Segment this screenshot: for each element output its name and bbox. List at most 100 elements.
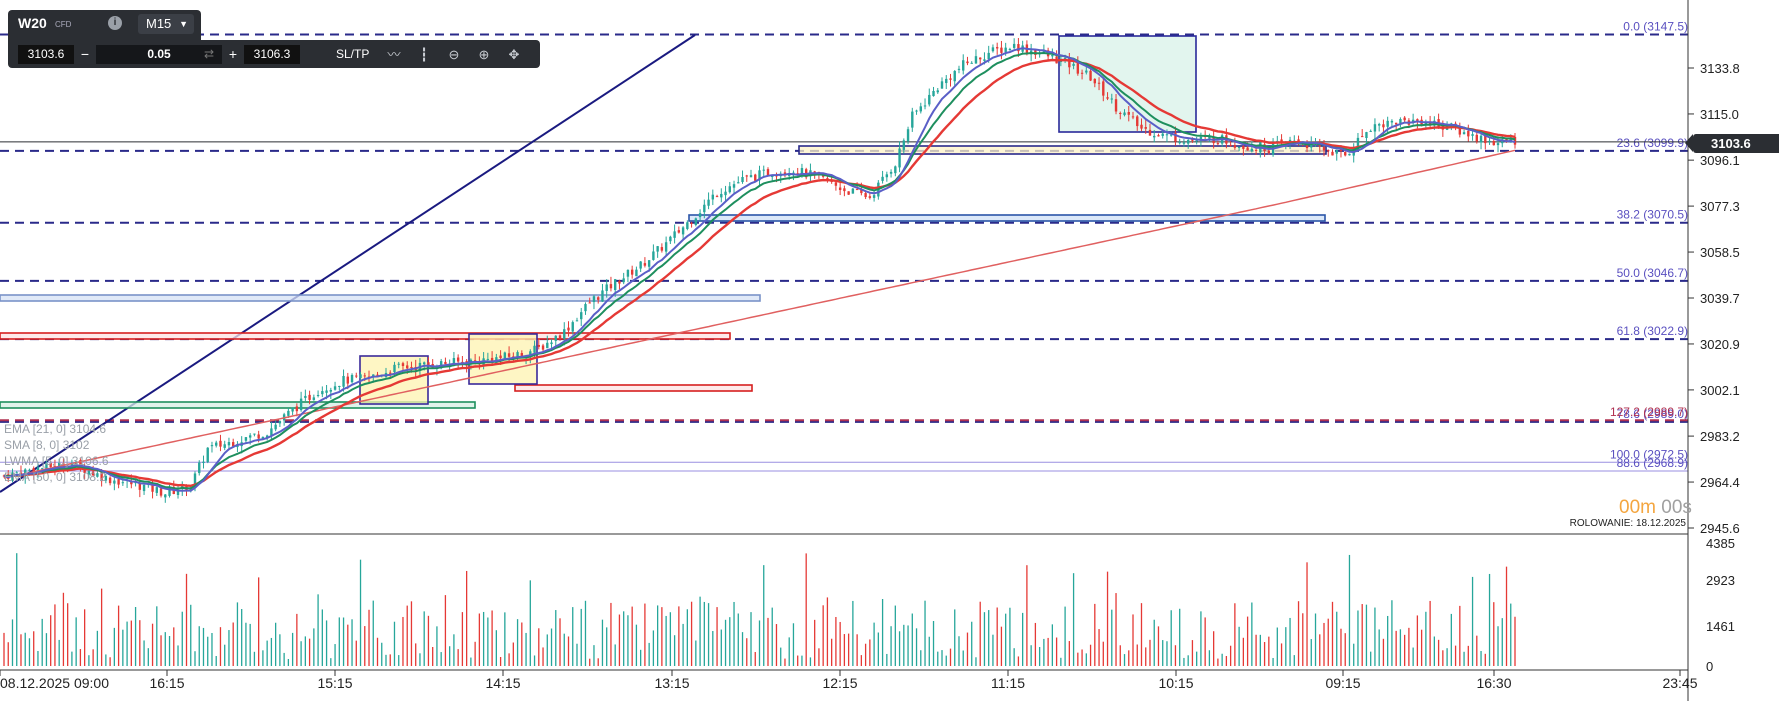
candle-body [885, 174, 889, 178]
ask-price[interactable]: 3106.3 [244, 45, 300, 64]
fib-level-label: 38.2 (3070.5) [1617, 208, 1688, 222]
candle-body [473, 360, 477, 362]
candle-body [860, 189, 863, 194]
candle-body [732, 184, 736, 188]
price-tick-label: 3039.7 [1700, 291, 1740, 306]
candle-body [486, 358, 490, 360]
time-tick-label: 14:15 [485, 675, 520, 691]
candle-countdown: 00m 00s [1619, 497, 1692, 519]
price-tick-label: 3133.8 [1700, 61, 1740, 76]
candle-body [1140, 124, 1143, 129]
candle-body [669, 236, 672, 242]
candle-body [1042, 51, 1046, 53]
indicator-legend-ema50[interactable]: EMA [50, 0] 3108.2 [4, 470, 107, 484]
candle-body [1080, 72, 1084, 74]
volume-minus-button[interactable]: − [80, 46, 90, 62]
volume-input[interactable]: 0.05 ⇄ [96, 45, 222, 64]
candle-body [15, 472, 18, 474]
candle-body [422, 362, 426, 365]
candle-body [257, 434, 260, 439]
candle-body [1165, 134, 1169, 136]
candle-body [940, 81, 944, 89]
candlestick-icon[interactable]: ┇ [420, 47, 428, 62]
candle-body [87, 470, 91, 475]
candle-body [813, 171, 816, 174]
candle-body [91, 471, 95, 476]
candle-body [618, 280, 621, 284]
candle-body [567, 327, 570, 331]
info-icon[interactable]: i [108, 16, 122, 30]
candle-body [622, 278, 625, 283]
candle-body [855, 189, 859, 191]
zoom-out-icon[interactable]: ⊖ [448, 47, 460, 62]
candle-body [1377, 124, 1381, 126]
bid-price[interactable]: 3103.6 [18, 45, 74, 64]
candle-body [1348, 153, 1351, 156]
candle-body [766, 169, 770, 176]
candle-body [57, 462, 61, 468]
indicator-legend-lwma[interactable]: LWMA [5, 0] 3106.6 [4, 454, 109, 468]
candle-body [113, 480, 116, 484]
volume-tick-label: 0 [1706, 659, 1713, 674]
candle-body [1216, 143, 1220, 145]
zoom-in-icon[interactable]: ⊕ [478, 47, 490, 62]
crosshair-move-icon[interactable]: ✥ [508, 47, 520, 62]
candle-body [1335, 149, 1338, 154]
timeframe-select[interactable]: M15 ▼ [138, 14, 194, 34]
candle-body [771, 176, 774, 178]
candle-body [970, 62, 973, 64]
indicator-legend-sma[interactable]: SMA [8, 0] 3102 [4, 438, 90, 452]
candle-body [609, 284, 613, 289]
candle-body [130, 481, 133, 485]
candle-body [571, 322, 574, 332]
fib-level-label: 0.0 (3147.5) [1623, 20, 1688, 34]
candle-body [244, 437, 248, 441]
rollover-label: ROLOWANIE: 18.12.2025 [1570, 518, 1687, 529]
sltp-button[interactable]: SL/TP [336, 47, 370, 61]
candle-body [308, 394, 311, 400]
candle-body [325, 390, 328, 393]
candle-body [788, 175, 791, 177]
candle-body [872, 195, 876, 198]
candle-body [151, 482, 154, 492]
candle-body [321, 391, 324, 395]
candle-body [588, 302, 591, 304]
time-tick-label: 08.12.2025 09:00 [0, 675, 109, 691]
indicator-legend-ema21[interactable]: EMA [21, 0] 3104.6 [4, 422, 107, 436]
candle-body [1462, 132, 1466, 135]
timeframe-value: M15 [146, 16, 172, 31]
candle-body [686, 222, 689, 229]
candle-body [1305, 145, 1309, 149]
candle-body [304, 395, 307, 398]
volume-plus-button[interactable]: + [228, 46, 238, 62]
fib-level-label: 61.8 (3022.9) [1617, 324, 1688, 338]
candle-body [1488, 140, 1491, 142]
candle-body [1475, 134, 1479, 142]
symbol-label[interactable]: W20 [18, 15, 47, 31]
price-tick-label: 2945.6 [1700, 521, 1740, 536]
candle-body [1119, 112, 1122, 114]
candle-body [1373, 124, 1377, 132]
price-tick-label: 3002.1 [1700, 383, 1740, 398]
candle-body [342, 375, 345, 387]
candle-body [974, 56, 978, 64]
time-tick-label: 16:30 [1476, 675, 1511, 691]
candle-body [919, 106, 922, 112]
candle-body [1208, 136, 1211, 139]
candle-body [1012, 43, 1016, 48]
candle-body [656, 246, 659, 252]
candle-body [96, 473, 99, 477]
candle-body [1076, 62, 1080, 74]
fib-level-label: 127.2 (2989.7) [1610, 405, 1688, 419]
candle-body [231, 442, 235, 447]
swap-icon[interactable]: ⇄ [203, 47, 214, 61]
candle-body [652, 251, 655, 260]
volume-value: 0.05 [147, 47, 171, 61]
support-zone-green [0, 401, 476, 409]
candle-body [1344, 151, 1347, 156]
fib-level-label: 78.6 (2989.0) [1617, 407, 1688, 421]
line-chart-icon[interactable]: 〰 [387, 47, 401, 62]
candle-body [49, 462, 52, 468]
candle-body [1004, 47, 1007, 52]
